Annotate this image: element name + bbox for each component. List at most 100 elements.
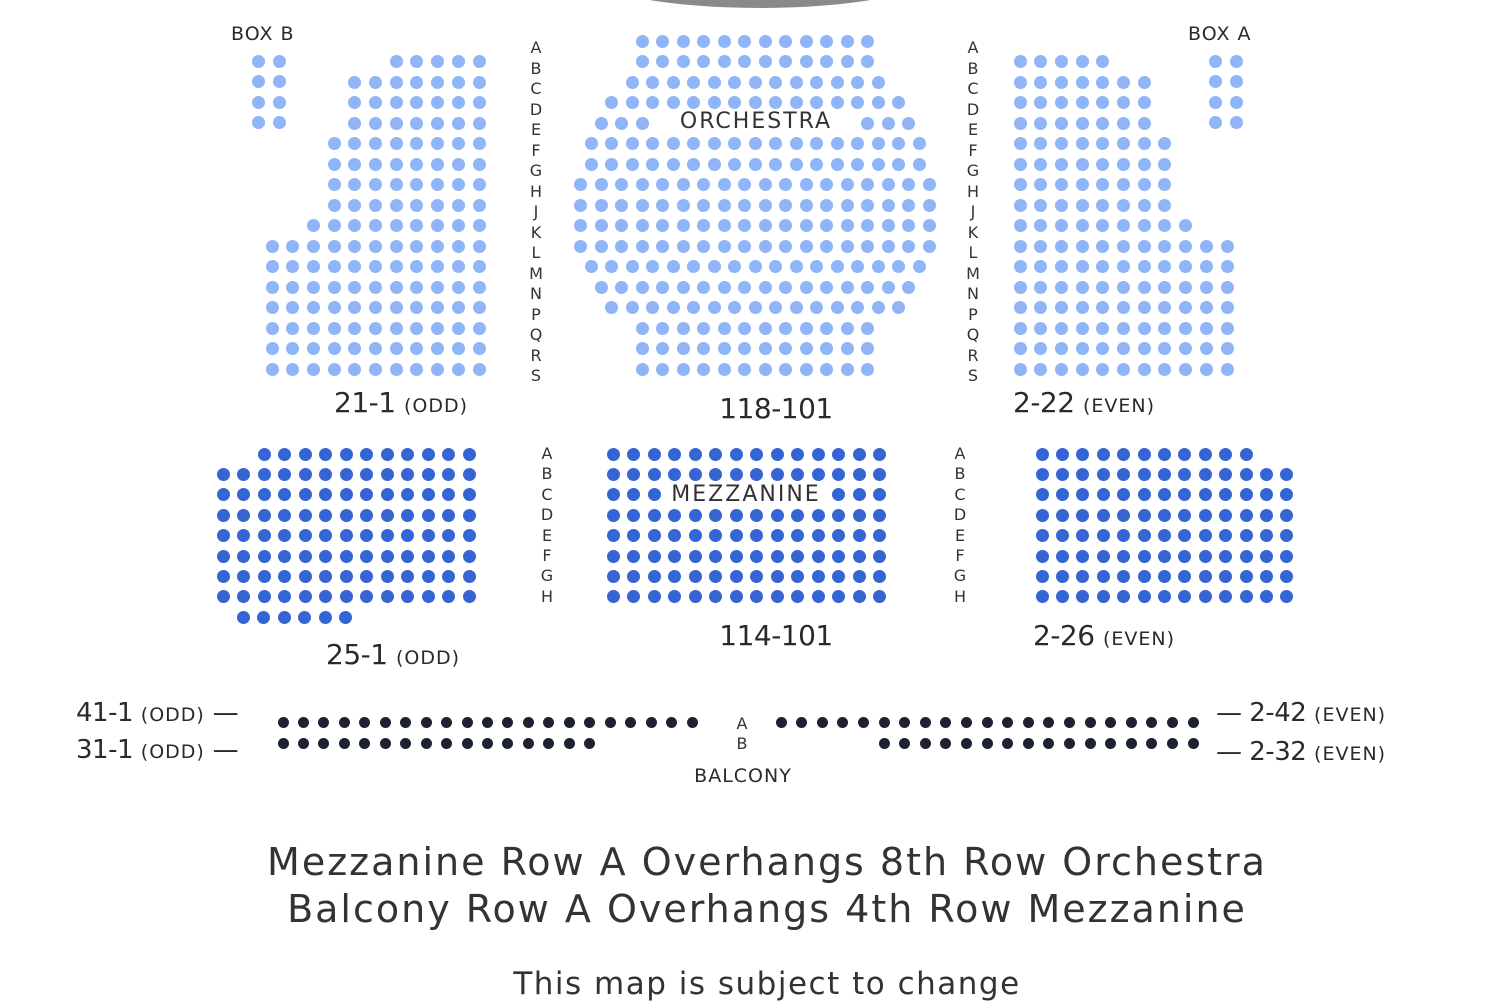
mezzanine-right-seat[interactable] [1219, 549, 1233, 563]
mezzanine-left-seat[interactable] [360, 447, 373, 461]
orchestra-left-seat[interactable] [286, 239, 300, 253]
balcony-left-seat[interactable] [359, 716, 371, 728]
balcony-left-seat[interactable] [625, 716, 637, 728]
orchestra-left-seat[interactable] [431, 178, 445, 191]
orchestra-left-seat[interactable] [431, 157, 445, 171]
orchestra-center-seat[interactable] [635, 342, 649, 355]
orchestra-right-seat[interactable] [1179, 280, 1193, 294]
orchestra-right-seat[interactable] [1054, 55, 1068, 68]
mezzanine-left-seat[interactable] [278, 590, 291, 604]
orchestra-right-seat[interactable] [1117, 178, 1130, 191]
mezzanine-right-seat[interactable] [1035, 508, 1049, 522]
orchestra-left-seat[interactable] [451, 342, 465, 355]
orchestra-left-seat[interactable] [265, 280, 279, 294]
balcony-left-seat[interactable] [400, 716, 412, 728]
mezzanine-center-seat[interactable] [729, 529, 743, 543]
balcony-left-seat[interactable] [543, 716, 555, 728]
mezzanine-right-seat[interactable] [1076, 467, 1090, 481]
orchestra-center-seat[interactable] [717, 342, 731, 355]
orchestra-center-seat[interactable] [697, 55, 711, 68]
orchestra-right-seat[interactable] [1158, 342, 1172, 355]
orchestra-right-seat[interactable] [1034, 321, 1048, 335]
orchestra-center-seat[interactable] [717, 362, 731, 376]
orchestra-center-seat[interactable] [902, 116, 916, 130]
orchestra-center-seat[interactable] [594, 280, 608, 294]
orchestra-left-seat[interactable] [369, 198, 382, 212]
orchestra-center-seat[interactable] [779, 178, 793, 191]
orchestra-center-seat[interactable] [922, 198, 936, 212]
orchestra-right-seat[interactable] [1137, 75, 1151, 89]
mezzanine-center-seat[interactable] [873, 488, 887, 502]
orchestra-center-seat[interactable] [656, 280, 670, 294]
orchestra-right-seat[interactable] [1013, 157, 1027, 171]
mezzanine-right-seat[interactable] [1219, 529, 1233, 543]
mezzanine-left-seat[interactable] [380, 529, 394, 543]
orchestra-center-seat[interactable] [635, 116, 649, 130]
orchestra-right-seat[interactable] [1137, 362, 1151, 376]
orchestra-center-seat[interactable] [574, 178, 588, 191]
mezzanine-center-seat[interactable] [688, 508, 702, 522]
orchestra-left-seat[interactable] [348, 362, 362, 376]
orchestra-left-seat[interactable] [327, 362, 341, 376]
orchestra-center-seat[interactable] [820, 219, 834, 232]
mezzanine-right-seat[interactable] [1076, 447, 1090, 461]
orchestra-center-seat[interactable] [820, 239, 834, 253]
orchestra-left-seat[interactable] [410, 321, 424, 335]
orchestra-right-seat[interactable] [1034, 198, 1048, 212]
mezzanine-left-seat[interactable] [298, 447, 312, 461]
orchestra-right-seat[interactable] [1075, 301, 1089, 314]
mezzanine-right-seat[interactable] [1239, 467, 1253, 481]
mezzanine-center-seat[interactable] [668, 508, 682, 522]
mezzanine-left-seat[interactable] [442, 590, 455, 604]
mezzanine-left-seat[interactable] [257, 447, 271, 461]
mezzanine-right-seat[interactable] [1137, 590, 1151, 604]
orchestra-left-seat[interactable] [389, 198, 403, 212]
mezzanine-center-seat[interactable] [750, 467, 764, 481]
balcony-left-seat[interactable] [420, 737, 432, 749]
orchestra-center-seat[interactable] [840, 342, 854, 355]
mezzanine-center-seat[interactable] [873, 569, 887, 583]
orchestra-right-seat[interactable] [1117, 198, 1130, 212]
balcony-left-seat[interactable] [338, 716, 350, 728]
orchestra-center-seat[interactable] [574, 198, 588, 212]
orchestra-left-seat[interactable] [451, 280, 465, 294]
mezzanine-left-seat[interactable] [257, 549, 271, 563]
mezzanine-center-seat[interactable] [688, 590, 702, 604]
orchestra-left-seat[interactable] [431, 75, 445, 89]
mezzanine-right-seat[interactable] [1076, 529, 1090, 543]
orchestra-center-seat[interactable] [902, 178, 916, 191]
mezzanine-right-seat[interactable] [1219, 447, 1233, 461]
mezzanine-left-seat[interactable] [298, 610, 311, 624]
orchestra-center-seat[interactable] [738, 55, 752, 68]
mezzanine-center-seat[interactable] [606, 569, 620, 583]
mezzanine-right-seat[interactable] [1076, 488, 1090, 502]
mezzanine-right-seat[interactable] [1076, 569, 1090, 583]
mezzanine-left-seat[interactable] [360, 488, 373, 502]
orchestra-left-seat[interactable] [348, 239, 362, 253]
orchestra-left-seat[interactable] [348, 96, 362, 109]
box-b-seat[interactable] [251, 95, 265, 109]
orchestra-right-seat[interactable] [1199, 301, 1213, 314]
orchestra-right-seat[interactable] [1199, 260, 1213, 273]
mezzanine-left-seat[interactable] [339, 590, 353, 604]
orchestra-center-seat[interactable] [799, 321, 813, 335]
orchestra-left-seat[interactable] [369, 75, 382, 89]
balcony-left-seat[interactable] [277, 737, 289, 749]
orchestra-left-seat[interactable] [410, 96, 424, 109]
mezzanine-right-seat[interactable] [1096, 447, 1110, 461]
mezzanine-right-seat[interactable] [1157, 590, 1171, 604]
orchestra-center-seat[interactable] [666, 157, 680, 171]
orchestra-right-seat[interactable] [1117, 75, 1130, 89]
orchestra-center-seat[interactable] [635, 321, 649, 335]
orchestra-left-seat[interactable] [369, 260, 382, 273]
orchestra-center-seat[interactable] [810, 75, 823, 89]
orchestra-center-seat[interactable] [779, 280, 793, 294]
box-a-seat[interactable] [1208, 75, 1222, 88]
mezzanine-center-seat[interactable] [852, 467, 866, 481]
orchestra-left-seat[interactable] [431, 342, 445, 355]
orchestra-center-seat[interactable] [574, 219, 588, 232]
mezzanine-center-seat[interactable] [627, 488, 641, 502]
orchestra-left-seat[interactable] [327, 198, 341, 212]
mezzanine-right-seat[interactable] [1198, 447, 1212, 461]
mezzanine-right-seat[interactable] [1035, 488, 1049, 502]
